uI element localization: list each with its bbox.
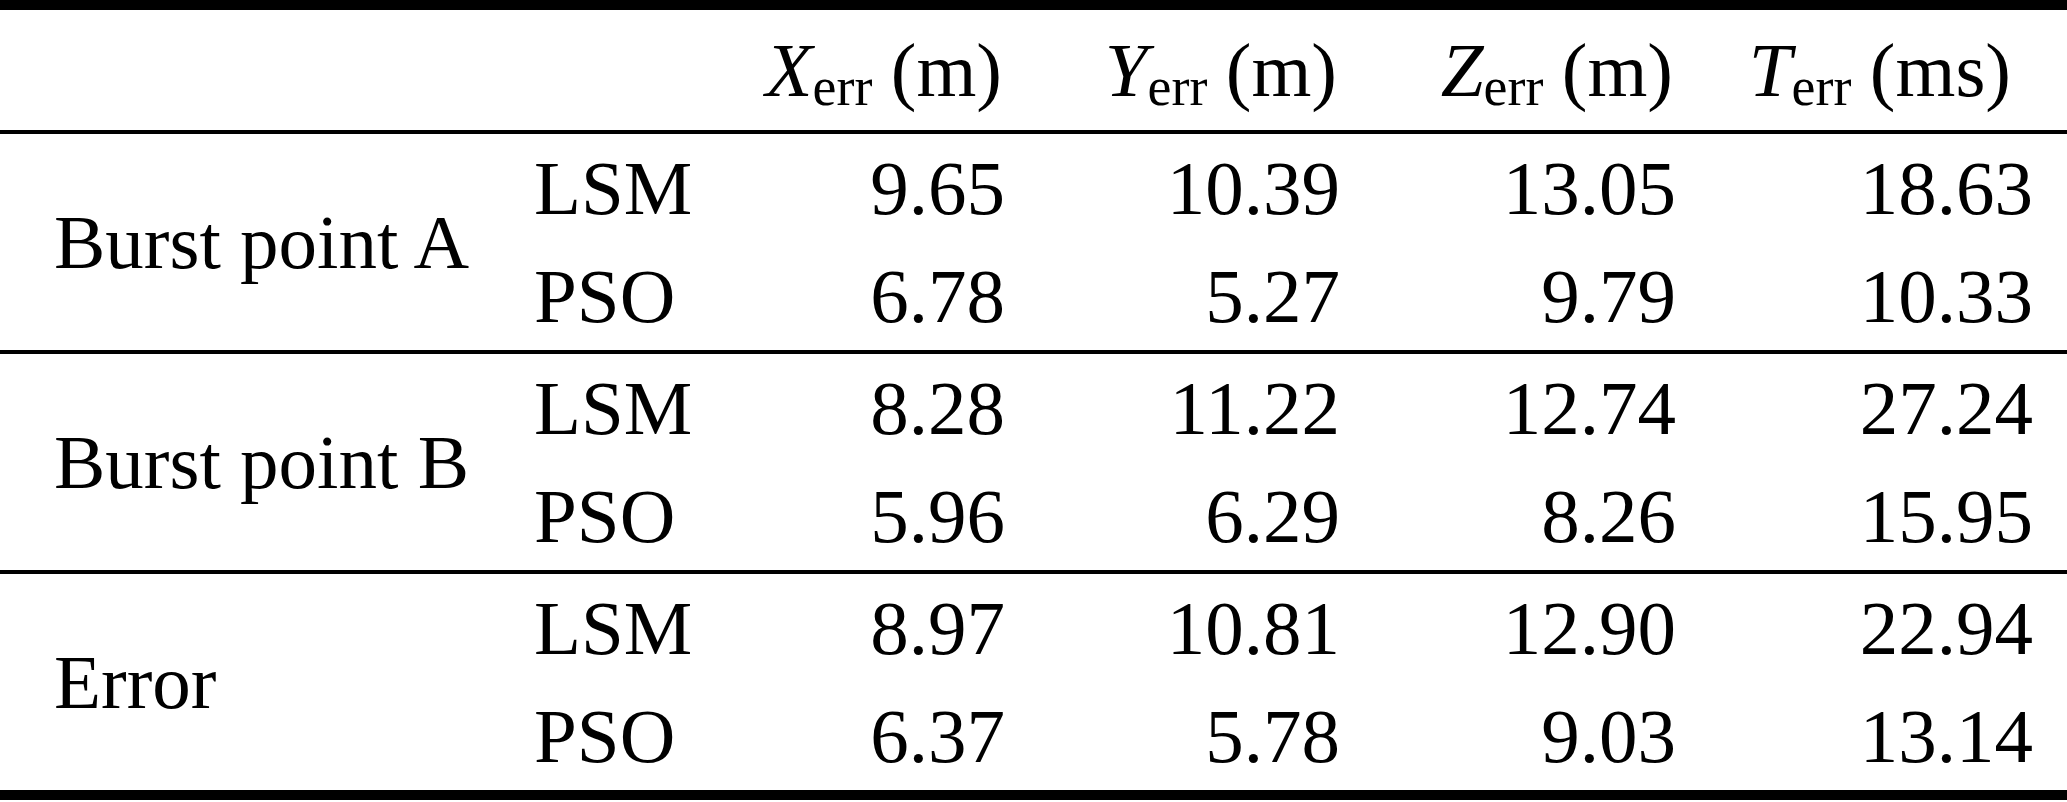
error-value-z: 12.74 [1345, 352, 1681, 462]
section-error: Error LSM 8.97 10.81 12.90 22.94 PSO 6.3… [0, 572, 2067, 795]
error-comparison-table: Xerr (m) Yerr (m) Zerr (m) Terr (ms) Burst p… [0, 0, 2067, 800]
error-value-x: 8.28 [710, 352, 1010, 462]
error-value-t: 10.33 [1681, 242, 2067, 352]
column-header-t-err: Terr (ms) [1681, 5, 2067, 132]
error-value-t: 15.95 [1681, 462, 2067, 572]
method-label: PSO [510, 462, 710, 572]
method-label: LSM [510, 352, 710, 462]
error-value-x: 6.78 [710, 242, 1010, 352]
header-empty-label [0, 5, 510, 132]
error-value-y: 6.29 [1010, 462, 1345, 572]
error-value-x: 8.97 [710, 572, 1010, 682]
variable-subscript: err [1792, 57, 1852, 117]
unit-label: (m) [1562, 27, 1673, 113]
column-header-y-err: Yerr (m) [1010, 5, 1345, 132]
unit-label: (m) [891, 27, 1002, 113]
table-row: Error LSM 8.97 10.81 12.90 22.94 [0, 572, 2067, 682]
column-header-z-err: Zerr (m) [1345, 5, 1681, 132]
method-label: PSO [510, 682, 710, 795]
variable-symbol: X [765, 27, 812, 113]
section-burst-point-a: Burst point A LSM 9.65 10.39 13.05 18.63… [0, 132, 2067, 352]
error-value-z: 13.05 [1345, 132, 1681, 242]
table-row: Burst point B LSM 8.28 11.22 12.74 27.24 [0, 352, 2067, 462]
error-value-x: 9.65 [710, 132, 1010, 242]
unit-label: (m) [1226, 27, 1337, 113]
paper-table-page: Xerr (m) Yerr (m) Zerr (m) Terr (ms) Burst p… [0, 0, 2067, 802]
header-row: Xerr (m) Yerr (m) Zerr (m) Terr (ms) [0, 5, 2067, 132]
row-group-label: Burst point B [0, 352, 510, 572]
column-header-x-err: Xerr (m) [710, 5, 1010, 132]
method-label: LSM [510, 132, 710, 242]
row-group-label: Error [0, 572, 510, 795]
table-row: Burst point A LSM 9.65 10.39 13.05 18.63 [0, 132, 2067, 242]
error-value-z: 8.26 [1345, 462, 1681, 572]
error-value-z: 12.90 [1345, 572, 1681, 682]
error-value-y: 11.22 [1010, 352, 1345, 462]
method-label: LSM [510, 572, 710, 682]
error-value-z: 9.03 [1345, 682, 1681, 795]
variable-symbol: T [1749, 27, 1792, 113]
error-value-y: 5.27 [1010, 242, 1345, 352]
error-value-t: 22.94 [1681, 572, 2067, 682]
error-value-y: 10.81 [1010, 572, 1345, 682]
variable-subscript: err [1484, 57, 1544, 117]
variable-symbol: Z [1441, 27, 1484, 113]
method-label: PSO [510, 242, 710, 352]
error-value-z: 9.79 [1345, 242, 1681, 352]
error-value-y: 10.39 [1010, 132, 1345, 242]
variable-subscript: err [1148, 57, 1208, 117]
error-value-x: 5.96 [710, 462, 1010, 572]
unit-label: (ms) [1870, 27, 2011, 113]
error-value-t: 13.14 [1681, 682, 2067, 795]
error-value-t: 27.24 [1681, 352, 2067, 462]
section-burst-point-b: Burst point B LSM 8.28 11.22 12.74 27.24… [0, 352, 2067, 572]
variable-symbol: Y [1105, 27, 1148, 113]
table-header: Xerr (m) Yerr (m) Zerr (m) Terr (ms) [0, 5, 2067, 132]
error-value-y: 5.78 [1010, 682, 1345, 795]
header-empty-method [510, 5, 710, 132]
variable-subscript: err [813, 57, 873, 117]
error-value-x: 6.37 [710, 682, 1010, 795]
row-group-label: Burst point A [0, 132, 510, 352]
error-value-t: 18.63 [1681, 132, 2067, 242]
